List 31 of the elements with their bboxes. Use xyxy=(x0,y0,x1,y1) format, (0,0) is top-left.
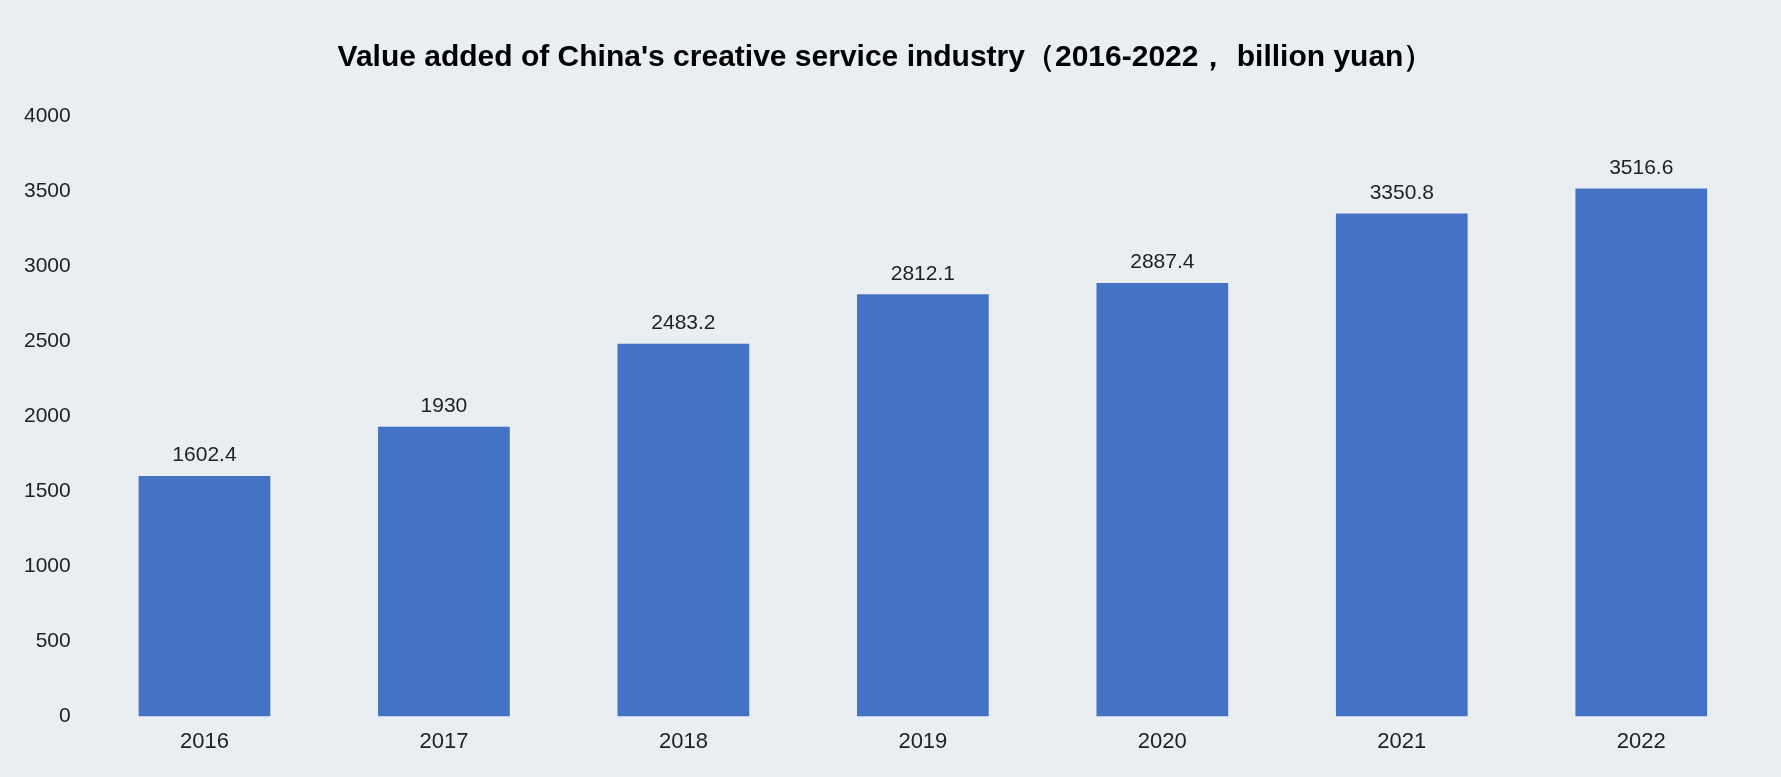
bar xyxy=(378,426,510,717)
data-label: 3516.6 xyxy=(1609,154,1674,178)
x-tick-label: 2020 xyxy=(1137,727,1187,753)
bar xyxy=(1575,188,1708,717)
y-tick-label: 1500 xyxy=(24,478,71,502)
data-label: 2812.1 xyxy=(890,260,955,284)
y-tick-label: 4000 xyxy=(24,102,71,126)
bar xyxy=(617,343,750,717)
x-tick-label: 2022 xyxy=(1616,727,1666,753)
data-label: 2887.4 xyxy=(1130,249,1195,273)
data-label: 2483.2 xyxy=(651,310,716,334)
x-tick-label: 2016 xyxy=(179,727,229,753)
y-tick-label: 0 xyxy=(59,703,71,727)
x-tick-label: 2019 xyxy=(898,727,948,753)
y-tick-label: 2500 xyxy=(24,328,71,352)
y-tick-label: 1000 xyxy=(24,553,71,577)
bar xyxy=(857,294,989,717)
chart-title: Value added of China's creative service industry（2016-2022， billion yuan） xyxy=(337,39,1434,73)
data-label: 1602.4 xyxy=(172,442,237,466)
bar xyxy=(1335,213,1468,717)
y-tick-label: 2000 xyxy=(24,403,71,427)
x-tick-label: 2021 xyxy=(1377,727,1427,753)
data-label: 3350.8 xyxy=(1369,179,1434,203)
bar xyxy=(138,476,271,717)
x-tick-label: 2017 xyxy=(419,727,469,753)
y-tick-label: 3500 xyxy=(24,177,71,201)
y-tick-label: 500 xyxy=(35,628,71,652)
x-tick-label: 2018 xyxy=(658,727,708,753)
y-tick-label: 3000 xyxy=(24,252,71,276)
data-label: 1930 xyxy=(420,393,468,417)
bar xyxy=(1096,283,1229,717)
